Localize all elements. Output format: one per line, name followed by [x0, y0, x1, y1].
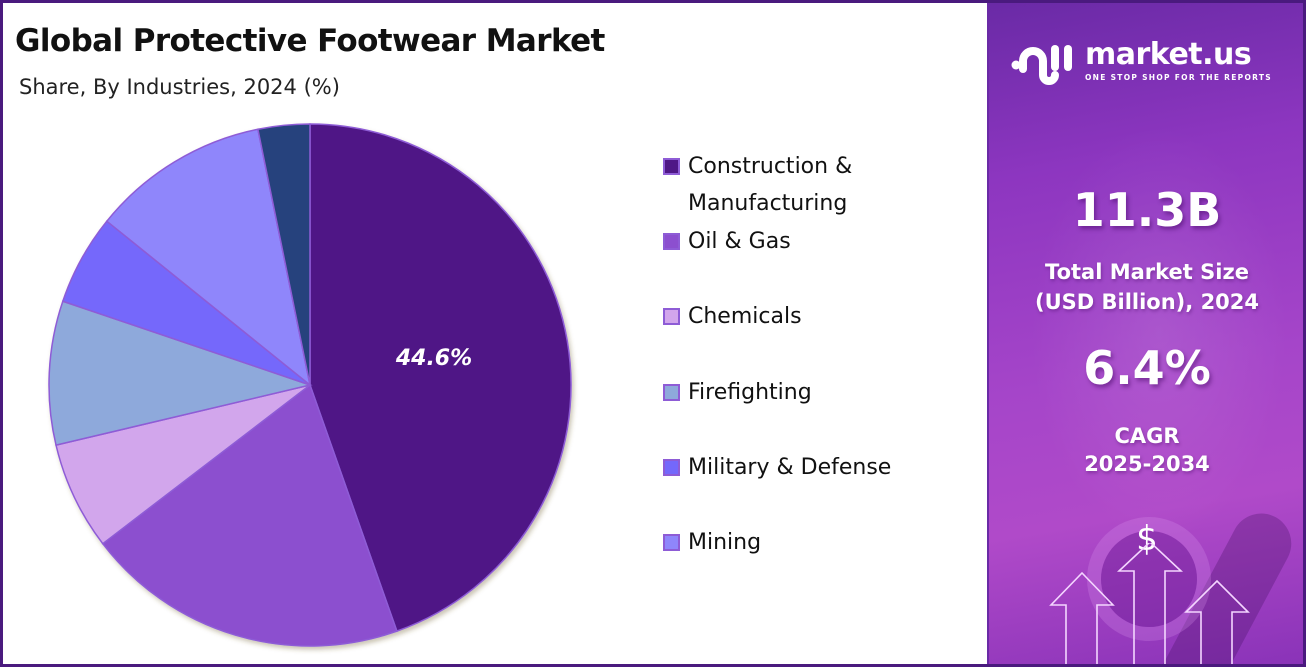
chart-subtitle: Share, By Industries, 2024 (%): [19, 75, 340, 99]
legend-item-military-defense: Military & Defense: [663, 449, 928, 486]
legend-swatch-icon: [663, 459, 680, 476]
legend-swatch-icon: [663, 308, 680, 325]
legend-label: Firefighting: [688, 380, 812, 405]
pie-slices: [48, 123, 572, 647]
background-glow: [1029, 123, 1289, 543]
legend-item-construction: Construction & Manufacturing: [663, 148, 928, 222]
legend-label: Construction & Manufacturing: [688, 154, 853, 216]
growth-arrows-icon: [1049, 543, 1250, 664]
cagr-label-line2: 2025-2034: [1084, 452, 1210, 476]
legend-label: Chemicals: [688, 304, 802, 329]
background-coin-decoration: [1101, 531, 1197, 627]
pie-slice-chemicals: [55, 384, 311, 545]
legend-label: Military & Defense: [688, 455, 892, 480]
pie-chart: 44.6%: [46, 121, 574, 649]
pie-slice-mining: [105, 128, 312, 387]
pie-slice-oil-gas: [101, 383, 398, 647]
legend-swatch-icon: [663, 233, 680, 250]
legend-swatch-icon: [663, 384, 680, 401]
legend-swatch-icon: [663, 158, 680, 175]
market-size-label-line2: (USD Billion), 2024: [1034, 290, 1260, 314]
chart-title: Global Protective Footwear Market: [15, 23, 605, 59]
market-size-value: 11.3B: [1072, 183, 1222, 237]
cagr-value: 6.4%: [1083, 341, 1211, 395]
logo-name: market.us: [1085, 37, 1252, 72]
legend-label: Mining: [688, 530, 762, 555]
logo-mark-icon: [1011, 37, 1075, 85]
slice-value-label: 44.6%: [395, 346, 472, 371]
brand-logo: market.us ONE STOP SHOP FOR THE REPORTS: [1011, 37, 1272, 85]
legend-item-chemicals: Chemicals: [663, 298, 928, 335]
pie-slice-construction-manufacturing: [309, 123, 572, 633]
legend-item-firefighting: Firefighting: [663, 374, 928, 411]
summary-panel: market.us ONE STOP SHOP FOR THE REPORTS …: [987, 3, 1303, 664]
pie-slice-others: [256, 123, 311, 386]
chart-area: Global Protective Footwear Market Share,…: [3, 3, 987, 664]
legend-item-oil-gas: Oil & Gas: [663, 223, 928, 260]
pie-svg: 44.6%: [48, 123, 572, 647]
legend-item-mining: Mining: [663, 524, 928, 561]
legend-label: Oil & Gas: [688, 229, 791, 254]
pie-slice-firefighting: [48, 300, 313, 447]
legend-swatch-icon: [663, 534, 680, 551]
logo-tagline: ONE STOP SHOP FOR THE REPORTS: [1085, 73, 1272, 82]
market-size-label-line1: Total Market Size: [1045, 260, 1249, 284]
cagr-label-line1: CAGR: [1114, 424, 1180, 448]
